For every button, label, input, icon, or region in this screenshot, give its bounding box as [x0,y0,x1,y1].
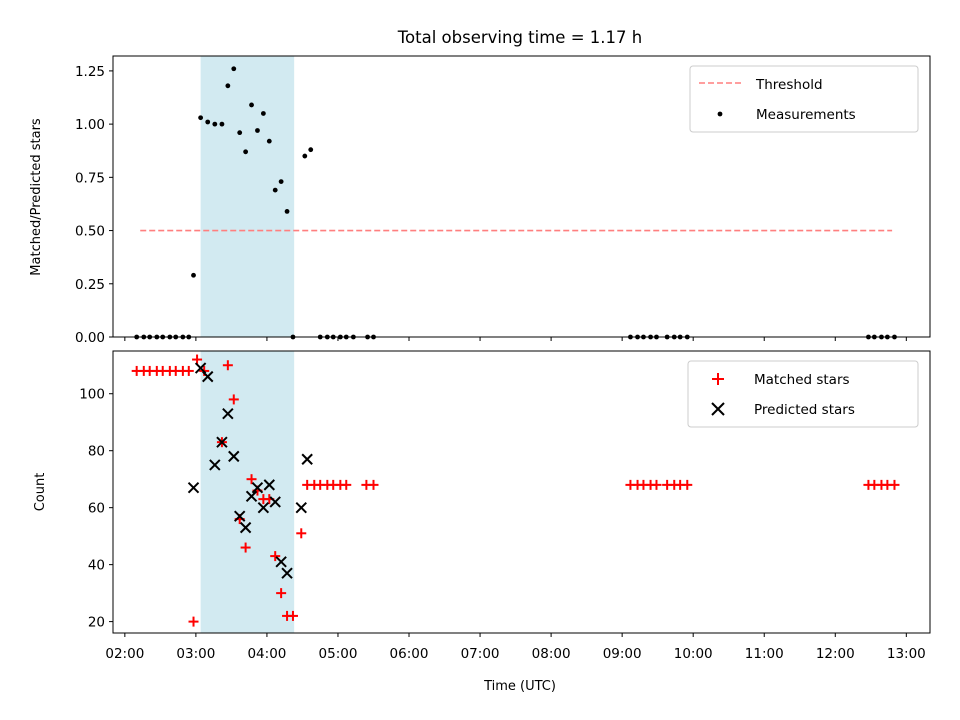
y-tick-label: 0.75 [75,170,105,186]
x-tick-label: 12:00 [816,646,855,662]
legend-predicted-marker [711,402,725,416]
matched-star-point [188,616,199,627]
predicted-star-point [257,501,270,514]
x-tick-label: 02:00 [105,646,144,662]
y-tick-label: 40 [88,558,105,574]
predicted-star-point [233,510,246,522]
predicted-star-point [301,453,313,465]
legend-measurements-label: Measurements [756,107,856,123]
matched-star-point [341,479,352,490]
y-tick-label: 20 [88,615,105,631]
predicted-star-point [251,482,264,494]
matched-star-point [183,365,194,376]
matched-star-point [889,479,900,490]
legend-matched-marker [712,373,724,385]
y-tick-label: 1.25 [75,64,105,80]
measurements-panel: 0.00 0.25 0.50 0.75 1.00 1.25 Matched/Predict… [29,55,931,346]
measurement-point [284,209,290,214]
measurement-point [255,128,260,133]
y-tick-label: 0.00 [75,330,105,346]
y-tick-label: 0.50 [75,224,105,240]
legend-measurements-marker [717,111,723,117]
x-axis-label: Time (UTC) [483,679,556,694]
y-tick-label: 60 [88,501,105,517]
top-y-axis-label: Matched/Predicted stars [29,118,44,276]
x-tick-label: 07:00 [461,646,500,662]
x-tick-label: 03:00 [176,646,215,662]
matched-star-point [240,542,251,553]
measurement-point [249,102,254,108]
bottom-plot-frame [112,350,931,634]
y-tick-label: 100 [79,387,105,403]
legend-threshold-label: Threshold [755,77,823,93]
matched-star-point [651,479,662,490]
measurement-point [225,83,231,89]
measurement-point [219,121,225,127]
measurement-point [212,121,218,127]
matched-star-point [682,479,693,490]
measurement-point [272,187,278,193]
x-tick-label: 05:00 [319,646,358,662]
y-tick-label: 1.00 [75,117,105,133]
matched-star-point [287,610,298,621]
predicted-star-point [263,479,276,491]
predicted-star-point [269,496,281,508]
x-tick-label: 10:00 [674,646,713,662]
predicted-star-point [228,450,240,463]
predicted-star-point [202,370,214,383]
matched-star-point [368,479,379,490]
y-tick-label: 80 [88,444,105,460]
matched-star-point [270,551,281,562]
measurement-point [260,111,266,116]
matched-star-point [246,474,257,485]
matched-star-point [276,588,287,599]
x-tick-label: 09:00 [603,646,642,662]
measurement-point [243,149,249,155]
y-tick-label: 0.25 [75,277,105,293]
matched-star-point [228,394,239,405]
observing-interval-shade [200,56,295,337]
measurement-point [198,115,204,121]
predicted-star-point [209,459,221,471]
top-legend: Threshold Measurements [689,65,919,133]
x-tick-label: 11:00 [745,646,784,662]
measurement-point [237,130,243,136]
measurement-point [302,153,308,159]
predicted-star-point [239,521,252,534]
legend-predicted-label: Predicted stars [754,402,855,418]
counts-panel: 20 40 60 80 100 02:00 03:00 04:00 05:00 06:00 07:… [33,350,931,694]
measurement-point [266,138,272,144]
bottom-y-axis-label: Count [33,473,48,512]
predicted-star-point [216,436,228,448]
matched-star-point [296,528,307,539]
measurement-point [231,66,237,72]
bottom-legend: Matched stars Predicted stars [687,360,919,428]
chart-title: Total observing time = 1.17 h [397,28,642,47]
matched-star-point [222,360,233,371]
x-tick-label: 13:00 [887,646,926,662]
measurement-point [205,119,211,125]
matched-star-point [192,354,203,365]
legend-matched-label: Matched stars [754,372,850,388]
predicted-star-point [245,490,258,502]
predicted-star-point [281,567,293,579]
predicted-star-point [295,501,307,514]
top-plot-frame [112,55,931,338]
measurement-point [308,147,314,153]
measurement-point [191,272,196,278]
predicted-star-point [187,482,200,494]
measurement-point [278,179,284,184]
x-tick-label: 08:00 [532,646,571,662]
x-tick-label: 04:00 [247,646,286,662]
x-tick-label: 06:00 [390,646,429,662]
predicted-star-point [222,407,234,420]
predicted-star-point [194,362,207,374]
predicted-star-point [275,556,287,568]
